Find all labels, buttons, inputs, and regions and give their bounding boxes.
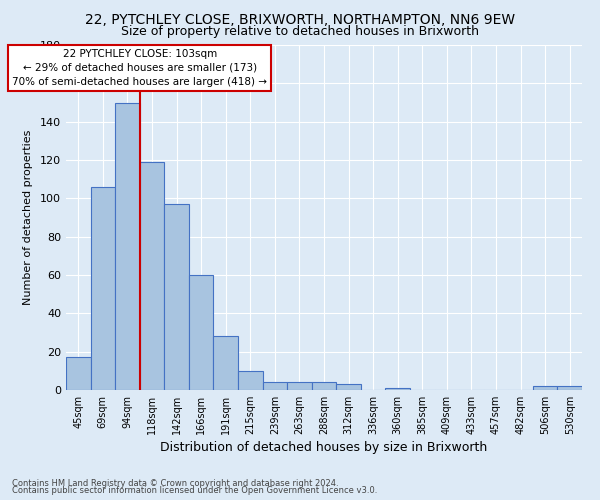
Bar <box>164 204 189 390</box>
X-axis label: Distribution of detached houses by size in Brixworth: Distribution of detached houses by size … <box>160 441 488 454</box>
Text: Contains HM Land Registry data © Crown copyright and database right 2024.: Contains HM Land Registry data © Crown c… <box>12 478 338 488</box>
Bar <box>91 187 115 390</box>
Text: Size of property relative to detached houses in Brixworth: Size of property relative to detached ho… <box>121 25 479 38</box>
Text: 22 PYTCHLEY CLOSE: 103sqm
← 29% of detached houses are smaller (173)
70% of semi: 22 PYTCHLEY CLOSE: 103sqm ← 29% of detac… <box>12 49 267 87</box>
Bar <box>263 382 287 390</box>
Bar <box>557 386 582 390</box>
Text: Contains public sector information licensed under the Open Government Licence v3: Contains public sector information licen… <box>12 486 377 495</box>
Bar <box>140 162 164 390</box>
Bar <box>287 382 312 390</box>
Bar <box>214 336 238 390</box>
Bar <box>336 384 361 390</box>
Bar <box>189 275 214 390</box>
Bar <box>115 102 140 390</box>
Bar <box>238 371 263 390</box>
Bar <box>312 382 336 390</box>
Bar <box>533 386 557 390</box>
Y-axis label: Number of detached properties: Number of detached properties <box>23 130 33 305</box>
Bar <box>66 358 91 390</box>
Bar <box>385 388 410 390</box>
Text: 22, PYTCHLEY CLOSE, BRIXWORTH, NORTHAMPTON, NN6 9EW: 22, PYTCHLEY CLOSE, BRIXWORTH, NORTHAMPT… <box>85 12 515 26</box>
